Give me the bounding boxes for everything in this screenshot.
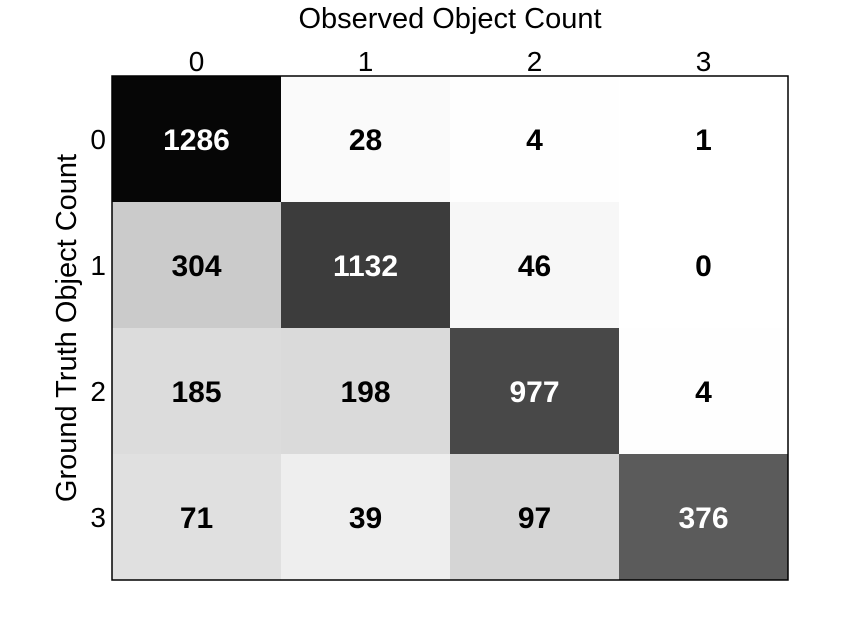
heatmap-cell-r2-c3	[619, 328, 789, 455]
y-tick-label-1: 1	[90, 250, 106, 281]
heatmap-cell-r2-c2	[450, 328, 620, 455]
cell-value-r2-c1: 198	[340, 376, 390, 409]
cell-value-r2-c0: 185	[171, 376, 221, 409]
heatmap-cell-r1-c3	[619, 202, 789, 329]
heatmap-cell-r0-c0	[112, 76, 282, 203]
heatmap-cell-r3-c2	[450, 454, 620, 581]
x-tick-label-1: 1	[358, 46, 374, 77]
heatmap-cell-r1-c1	[281, 202, 451, 329]
cell-value-r3-c1: 39	[349, 502, 382, 535]
cell-value-r1-c2: 46	[518, 250, 551, 283]
heatmap-cell-r3-c1	[281, 454, 451, 581]
cell-value-r1-c1: 1132	[333, 250, 398, 283]
y-axis-title: Ground Truth Object Count	[51, 154, 83, 502]
y-tick-label-2: 2	[90, 376, 106, 407]
cell-value-r1-c0: 304	[171, 250, 221, 283]
cell-value-r3-c0: 71	[180, 502, 213, 535]
heatmap-cell-r1-c2	[450, 202, 620, 329]
cell-value-r0-c1: 28	[349, 124, 382, 157]
heatmap-cell-r0-c3	[619, 76, 789, 203]
x-tick-label-0: 0	[189, 46, 205, 77]
x-tick-labels: 0 1 2 3	[189, 46, 712, 77]
heatmap-cell-r3-c3	[619, 454, 789, 581]
cell-value-r1-c3: 0	[695, 250, 712, 283]
heatmap-cell-r2-c1	[281, 328, 451, 455]
heatmap-cells	[112, 76, 789, 581]
y-tick-labels: 0 1 2 3	[90, 124, 106, 533]
cell-value-r2-c2: 977	[509, 376, 559, 409]
heatmap-cell-r3-c0	[112, 454, 282, 581]
cell-value-r3-c2: 97	[518, 502, 551, 535]
x-tick-label-3: 3	[696, 46, 712, 77]
plot-frame	[111, 75, 789, 581]
y-tick-label-0: 0	[90, 124, 106, 155]
x-axis-title: Observed Object Count	[298, 3, 601, 35]
x-tick-label-2: 2	[527, 46, 543, 77]
cell-value-r2-c3: 4	[695, 376, 712, 409]
cell-value-r0-c0: 1286	[163, 124, 230, 157]
y-tick-label-3: 3	[90, 502, 106, 533]
cell-value-r0-c2: 4	[526, 124, 543, 157]
heatmap-cell-r2-c0	[112, 328, 282, 455]
heatmap-cell-r1-c0	[112, 202, 282, 329]
cell-value-r3-c3: 376	[678, 502, 728, 535]
heatmap-cell-labels: 1286 28 4 1 304 1132 46 0 185 198 977 4 71 39 97 376	[163, 124, 728, 535]
heatmap-cell-r0-c1	[281, 76, 451, 203]
cell-value-r0-c3: 1	[695, 124, 712, 157]
heatmap-cell-r0-c2	[450, 76, 620, 203]
